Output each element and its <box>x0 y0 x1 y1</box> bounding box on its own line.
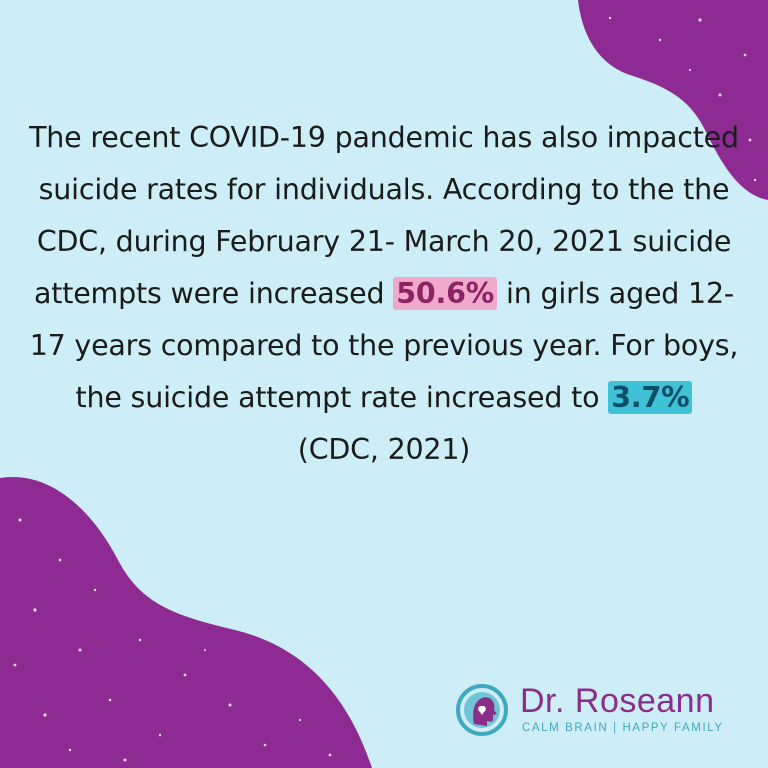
girls-stat-highlight: 50.6% <box>393 277 498 310</box>
boys-stat-highlight: 3.7% <box>608 381 693 414</box>
brand-name: Dr. Roseann <box>520 682 715 720</box>
citation: (CDC, 2021) <box>297 433 471 466</box>
bottom-left-blob <box>0 476 372 768</box>
head-profile-icon <box>456 684 508 736</box>
paragraph-text-part1: The recent COVID-19 pandemic has also im… <box>29 121 739 310</box>
paragraph-text-part2: in girls aged 12-17 years compared to th… <box>29 277 739 414</box>
top-right-blob <box>578 0 768 200</box>
main-paragraph: The recent COVID-19 pandemic has also im… <box>20 112 748 476</box>
brand-tagline: CALM BRAIN | HAPPY FAMILY <box>522 722 724 734</box>
speckles <box>13 16 757 762</box>
brand-logo: Dr. Roseann CALM BRAIN | HAPPY FAMILY <box>456 682 756 736</box>
